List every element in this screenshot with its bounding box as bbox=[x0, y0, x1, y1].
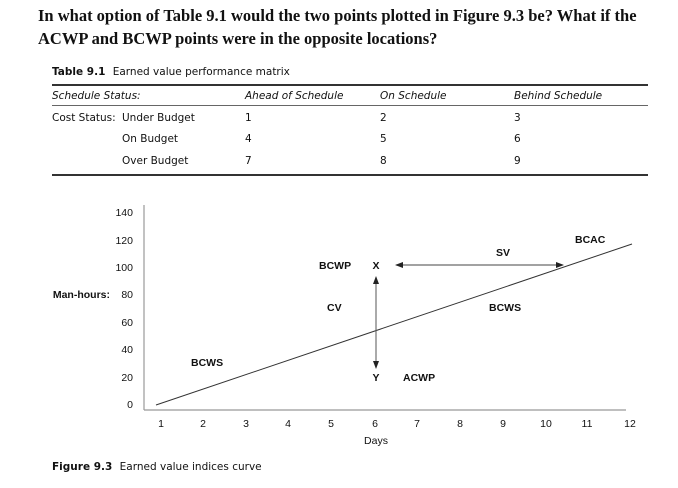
table-top-rule bbox=[52, 84, 648, 86]
cost-status-label: Cost Status: bbox=[52, 112, 116, 124]
figure-caption-title: Earned value indices curve bbox=[119, 461, 262, 473]
acwp-label: ACWP bbox=[403, 372, 435, 384]
y-tick-60: 60 bbox=[121, 317, 133, 329]
x-tick-12: 12 bbox=[624, 418, 636, 430]
header-ahead-of-schedule: Ahead of Schedule bbox=[245, 90, 344, 102]
bcac-label: BCAC bbox=[575, 234, 606, 246]
row-over-budget-label: Over Budget bbox=[122, 155, 189, 167]
cell-option-6: 6 bbox=[514, 133, 521, 145]
figure-caption-label: Figure 9.3 bbox=[52, 461, 113, 473]
point-x-marker: X bbox=[372, 260, 379, 272]
x-tick-10: 10 bbox=[540, 418, 552, 430]
x-tick-8: 8 bbox=[457, 418, 463, 430]
table-caption-title: Earned value performance matrix bbox=[112, 66, 290, 78]
x-axis-label: Days bbox=[364, 435, 388, 447]
x-tick-11: 11 bbox=[582, 418, 593, 430]
row-under-budget-label: Under Budget bbox=[122, 112, 195, 124]
cell-option-9: 9 bbox=[514, 155, 521, 167]
cell-option-1: 1 bbox=[245, 112, 252, 124]
bcws-line bbox=[155, 243, 633, 406]
bcws-label-right: BCWS bbox=[489, 302, 521, 314]
header-behind-schedule: Behind Schedule bbox=[514, 90, 603, 102]
x-tick-3: 3 bbox=[243, 418, 249, 430]
y-tick-140: 140 bbox=[115, 207, 133, 219]
cell-option-7: 7 bbox=[245, 155, 252, 167]
table-header-rule bbox=[52, 105, 648, 106]
x-tick-1: 1 bbox=[158, 418, 164, 430]
x-tick-2: 2 bbox=[200, 418, 206, 430]
y-tick-80: 80 bbox=[121, 289, 133, 301]
row-on-budget-label: On Budget bbox=[122, 133, 179, 145]
table-caption-label: Table 9.1 bbox=[52, 66, 106, 78]
cell-option-4: 4 bbox=[245, 133, 252, 145]
x-tick-4: 4 bbox=[285, 418, 291, 430]
cell-option-2: 2 bbox=[380, 112, 387, 124]
point-y-marker: Y bbox=[372, 372, 379, 384]
x-tick-5: 5 bbox=[328, 418, 334, 430]
table-caption: Table 9.1 Earned value performance matri… bbox=[52, 66, 290, 78]
header-on-schedule: On Schedule bbox=[380, 90, 447, 102]
bcwp-label: BCWP bbox=[319, 260, 351, 272]
y-tick-100: 100 bbox=[115, 262, 133, 274]
y-axis-label: Man-hours: bbox=[53, 289, 110, 301]
cell-option-5: 5 bbox=[380, 133, 387, 145]
sv-label: SV bbox=[496, 247, 510, 259]
table-bottom-rule bbox=[52, 174, 648, 176]
bcws-label-left: BCWS bbox=[191, 357, 223, 369]
x-tick-labels: 1 2 3 4 5 6 7 8 9 10 11 12 bbox=[158, 418, 636, 430]
x-tick-7: 7 bbox=[414, 418, 420, 430]
schedule-status-label: Schedule Status: bbox=[52, 90, 141, 102]
x-tick-9: 9 bbox=[500, 418, 506, 430]
question-text: In what option of Table 9.1 would the tw… bbox=[38, 6, 637, 48]
y-tick-40: 40 bbox=[121, 344, 133, 356]
y-tick-0: 0 bbox=[127, 399, 133, 411]
y-tick-labels: 140 120 100 80 60 40 20 0 bbox=[115, 207, 133, 411]
cell-option-3: 3 bbox=[514, 112, 521, 124]
figure-caption: Figure 9.3 Earned value indices curve bbox=[52, 461, 262, 473]
y-tick-120: 120 bbox=[115, 235, 133, 247]
x-tick-6: 6 bbox=[372, 418, 378, 430]
cv-label: CV bbox=[327, 302, 342, 314]
y-tick-20: 20 bbox=[121, 372, 133, 384]
cell-option-8: 8 bbox=[380, 155, 387, 167]
